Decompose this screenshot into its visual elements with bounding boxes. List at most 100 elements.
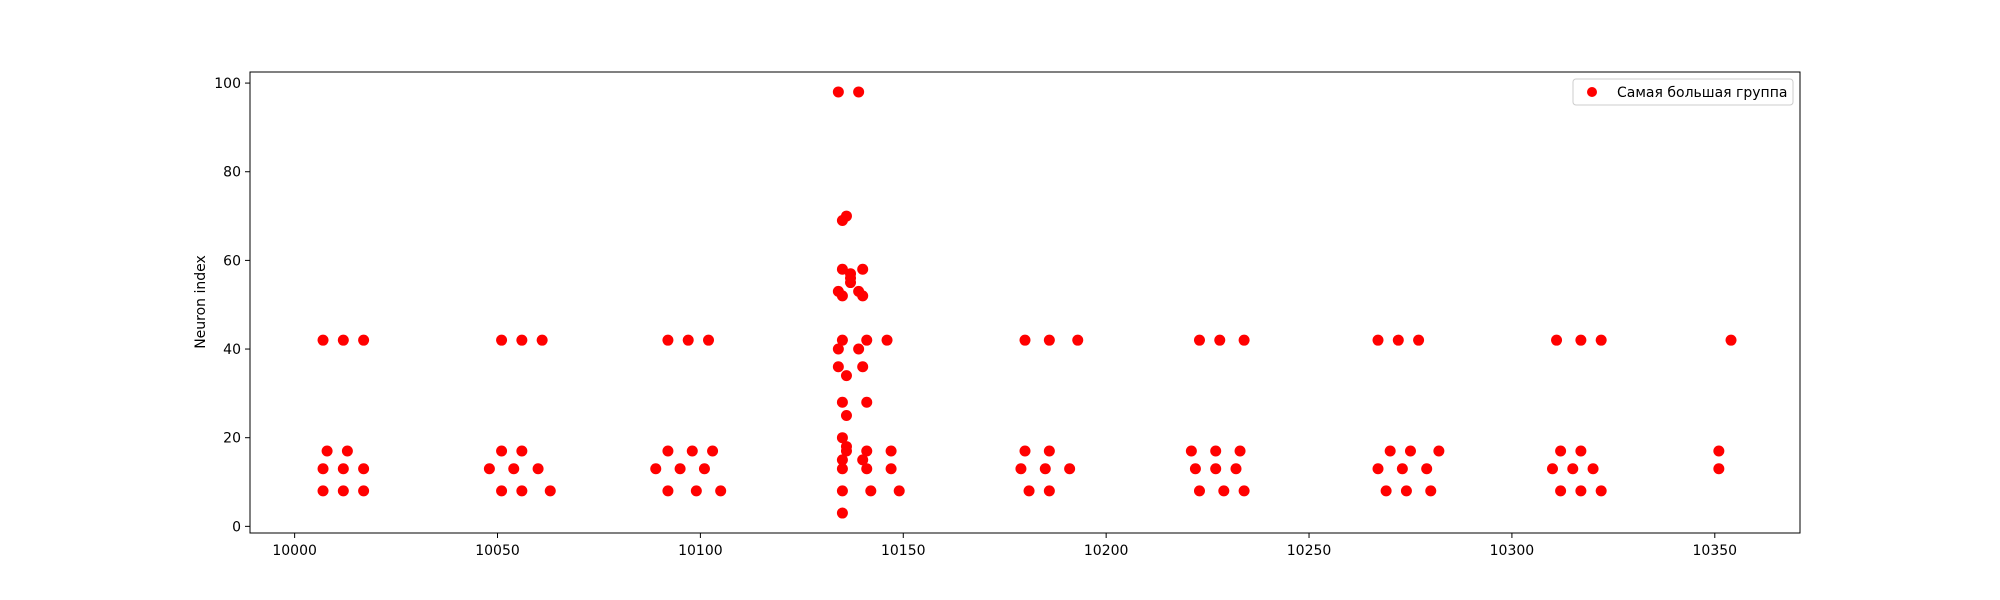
data-point <box>682 334 694 346</box>
data-point <box>317 485 329 497</box>
data-point <box>893 485 905 497</box>
data-point <box>1421 463 1433 475</box>
data-point <box>1230 463 1242 475</box>
y-tick-label: 20 <box>223 431 241 447</box>
x-tick-label: 10200 <box>1084 543 1129 559</box>
data-points <box>317 86 1737 519</box>
data-point <box>1218 485 1230 497</box>
data-point <box>885 463 897 475</box>
data-point <box>861 445 873 457</box>
data-point <box>516 334 528 346</box>
x-tick-label: 10250 <box>1287 543 1332 559</box>
data-point <box>674 463 686 475</box>
data-point <box>321 445 333 457</box>
data-point <box>1587 463 1599 475</box>
data-point <box>1210 445 1222 457</box>
data-point <box>836 396 848 408</box>
data-point <box>1425 485 1437 497</box>
data-point <box>1555 485 1567 497</box>
data-point <box>715 485 727 497</box>
data-point <box>1043 485 1055 497</box>
data-point <box>516 445 528 457</box>
data-point <box>865 485 877 497</box>
legend-box <box>1572 78 1794 106</box>
data-point <box>857 263 869 275</box>
data-point <box>358 334 370 346</box>
data-point <box>650 463 662 475</box>
data-point <box>1189 463 1201 475</box>
data-point <box>1039 463 1051 475</box>
data-point <box>1015 463 1027 475</box>
data-point <box>1019 445 1031 457</box>
data-point <box>861 463 873 475</box>
data-point <box>861 334 873 346</box>
data-point <box>1372 334 1384 346</box>
data-point <box>832 361 844 373</box>
data-point <box>1193 334 1205 346</box>
data-point <box>857 454 869 466</box>
y-tick-label: 0 <box>232 519 241 535</box>
data-point <box>1567 463 1579 475</box>
data-point <box>662 485 674 497</box>
data-point <box>1072 334 1084 346</box>
data-point <box>1185 445 1197 457</box>
data-point <box>1396 463 1408 475</box>
data-point <box>840 370 852 382</box>
data-point <box>317 463 329 475</box>
data-point <box>1555 445 1567 457</box>
plot-area <box>250 72 1800 533</box>
data-point <box>1551 334 1563 346</box>
data-point <box>496 334 508 346</box>
data-point <box>341 445 353 457</box>
plot-frame <box>249 71 1801 534</box>
data-point <box>832 86 844 98</box>
x-tick-label: 10150 <box>881 543 926 559</box>
data-point <box>1043 445 1055 457</box>
data-point <box>1064 463 1076 475</box>
data-point <box>1725 334 1737 346</box>
x-tick-label: 10000 <box>272 543 317 559</box>
data-point <box>1413 334 1425 346</box>
data-point <box>1392 334 1404 346</box>
data-point <box>861 396 873 408</box>
data-point <box>853 343 865 355</box>
data-point <box>1384 445 1396 457</box>
data-point <box>1595 485 1607 497</box>
data-point <box>532 463 544 475</box>
data-point <box>508 463 520 475</box>
data-point <box>1595 334 1607 346</box>
y-tick-label: 80 <box>223 165 241 181</box>
data-point <box>317 334 329 346</box>
data-point <box>840 410 852 422</box>
data-point <box>496 445 508 457</box>
data-point <box>1193 485 1205 497</box>
data-point <box>1019 334 1031 346</box>
x-tick-label: 10350 <box>1693 543 1738 559</box>
data-point <box>832 343 844 355</box>
data-point <box>836 432 848 444</box>
data-point <box>1380 485 1392 497</box>
data-point <box>337 334 349 346</box>
data-point <box>516 485 528 497</box>
y-tick-label: 60 <box>223 253 241 269</box>
data-point <box>1546 463 1558 475</box>
data-point <box>707 445 719 457</box>
data-point <box>857 290 869 302</box>
data-point <box>544 485 556 497</box>
legend-label: Самая большая группа <box>1617 85 1787 101</box>
data-point <box>836 290 848 302</box>
data-point <box>840 445 852 457</box>
data-point <box>836 463 848 475</box>
data-point <box>1575 445 1587 457</box>
data-point <box>483 463 495 475</box>
legend-marker <box>1587 87 1597 97</box>
data-point <box>337 463 349 475</box>
y-tick-label: 40 <box>223 342 241 358</box>
data-point <box>1400 485 1412 497</box>
data-point <box>358 463 370 475</box>
data-point <box>1214 334 1226 346</box>
data-point <box>1372 463 1384 475</box>
data-point <box>853 86 865 98</box>
data-point <box>836 507 848 519</box>
